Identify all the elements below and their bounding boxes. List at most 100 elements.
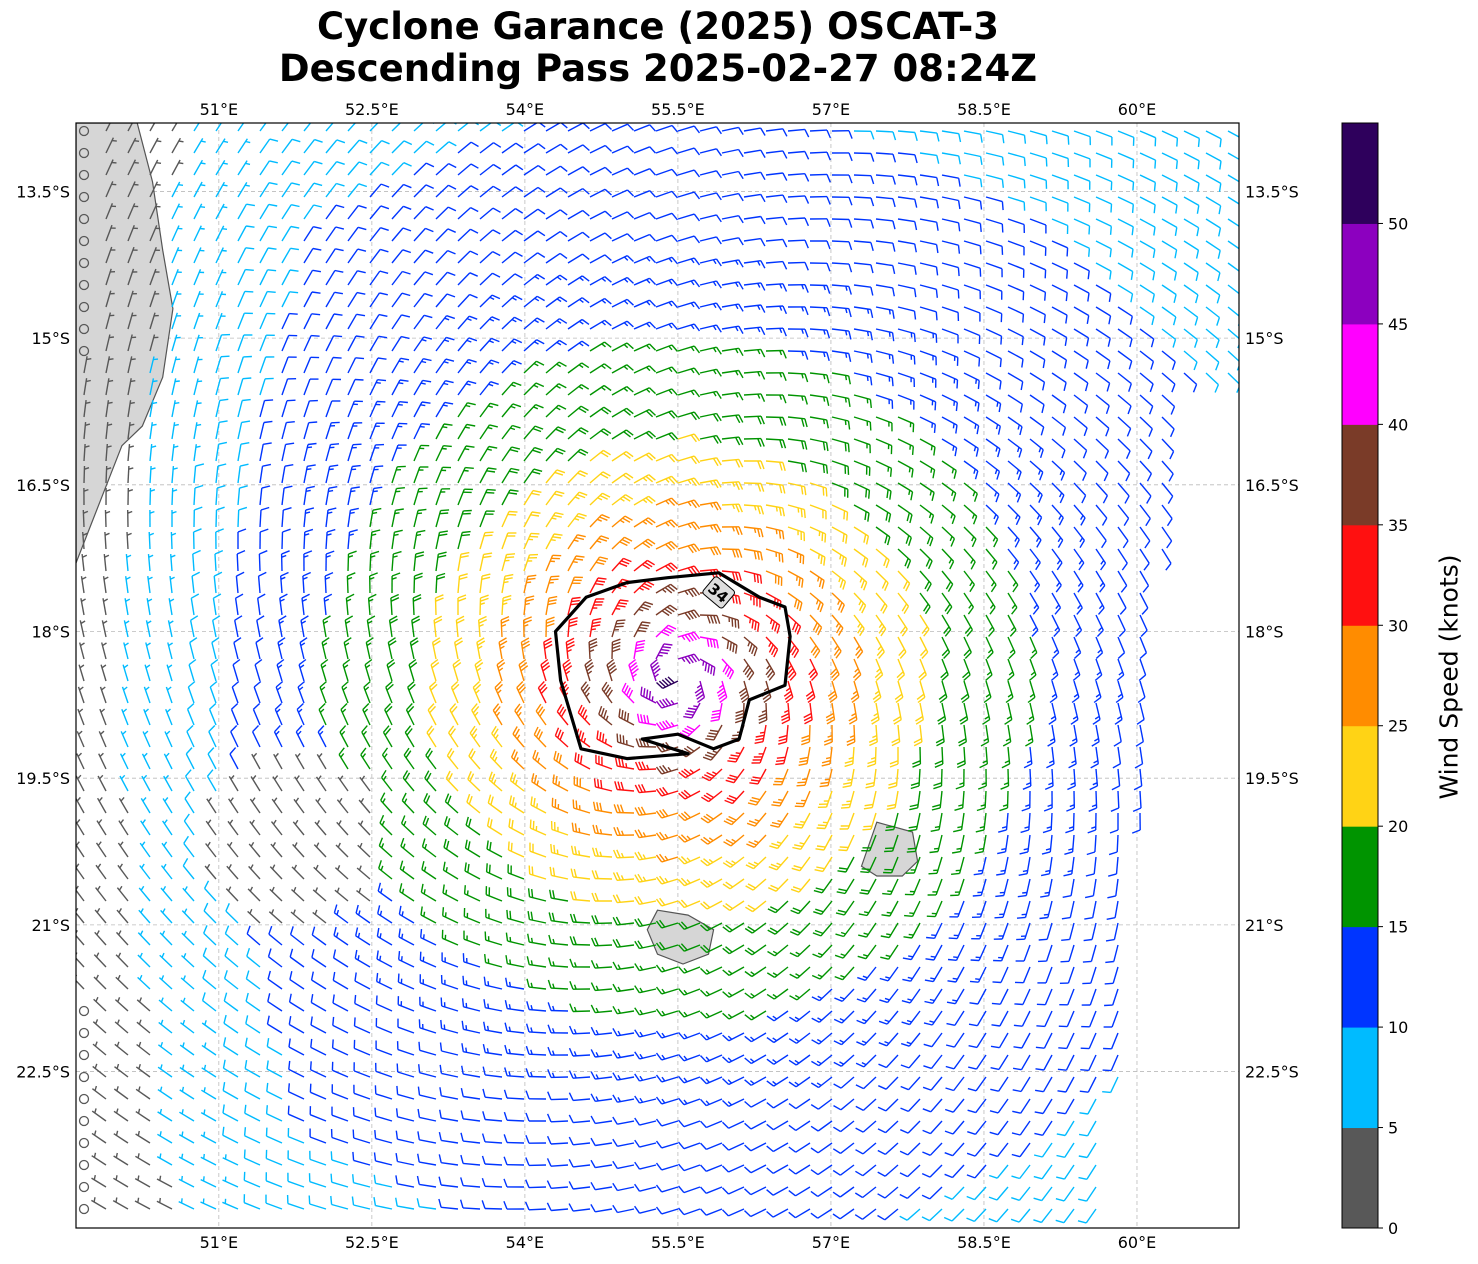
barb-staff (611, 189, 628, 198)
barb-feather (1086, 315, 1090, 325)
barb-feather-half (587, 670, 593, 675)
wind-barb (633, 408, 656, 418)
wind-barb (1116, 658, 1125, 682)
barb-feather (848, 263, 853, 273)
barb-staff (189, 642, 195, 660)
barb-feather (306, 485, 315, 489)
barb-feather (1217, 272, 1221, 282)
barb-feather (839, 579, 844, 588)
barb-feather (529, 535, 539, 538)
calm-circle (78, 345, 90, 357)
wind-barb (1007, 240, 1025, 256)
barb-feather (476, 637, 485, 643)
barb-feather (585, 662, 594, 669)
barb-feather (829, 668, 837, 676)
barb-feather-half (526, 581, 532, 584)
barb-feather (856, 651, 864, 659)
barb-feather (804, 262, 809, 271)
barb-feather (299, 637, 308, 644)
barb-feather (311, 291, 321, 294)
wind-barb (699, 390, 722, 399)
barb-feather (995, 493, 1000, 503)
barb-feather (603, 363, 612, 370)
barb-feather-half (487, 426, 493, 430)
barb-staff (1139, 504, 1151, 519)
wind-barb (1007, 350, 1024, 368)
barb-feather (628, 658, 637, 666)
barb-feather-half (398, 382, 404, 385)
barb-feather (354, 378, 364, 381)
barb-feather-half (489, 340, 494, 344)
wind-barb (347, 270, 366, 286)
barb-staff (258, 553, 261, 572)
barb-feather (387, 637, 396, 643)
barb-feather-half (991, 559, 996, 565)
wind-barb (523, 511, 541, 528)
wind-barb (894, 680, 904, 703)
barb-feather-half (169, 576, 175, 580)
wind-barb (391, 162, 412, 176)
wind-barb (677, 389, 701, 398)
barb-feather (921, 626, 928, 634)
barb-feather (467, 402, 476, 406)
wind-barb (1095, 240, 1112, 258)
barb-feather (781, 716, 790, 722)
wind-barb (677, 609, 701, 621)
barb-staff (633, 146, 651, 154)
barb-feather-half (668, 257, 673, 263)
wind-barb (1029, 130, 1048, 145)
barb-feather (1045, 135, 1048, 145)
wind-barb (809, 570, 825, 589)
barb-feather (604, 210, 612, 218)
barb-feather (718, 693, 727, 700)
barb-staff (1029, 130, 1047, 137)
barb-feather (687, 655, 694, 664)
wind-barb (1139, 438, 1153, 460)
wind-barb (479, 510, 495, 528)
barb-feather (401, 292, 411, 297)
barb-feather-half (178, 184, 184, 186)
barb-feather (757, 483, 762, 492)
wind-barb (149, 444, 157, 462)
barb-staff (391, 271, 403, 286)
wind-barb (303, 160, 323, 176)
barb-feather (508, 492, 518, 495)
barb-feather-half (499, 645, 505, 650)
barb-feather-half (1099, 582, 1104, 587)
barb-feather (870, 354, 873, 363)
wind-barb (369, 123, 379, 132)
barb-staff (479, 272, 493, 286)
barb-feather (543, 640, 553, 646)
wind-barb (897, 570, 911, 592)
wind-barb (809, 151, 831, 161)
barb-feather (847, 398, 851, 408)
wind-barb (567, 318, 590, 330)
wind-barb (853, 306, 874, 319)
barb-feather (973, 493, 978, 502)
wind-barb (831, 416, 851, 430)
barb-feather (693, 213, 701, 222)
barb-staff (1183, 130, 1200, 140)
wind-barb (941, 350, 959, 366)
barb-feather (804, 129, 810, 138)
barb-staff (1139, 306, 1155, 318)
wind-barb (589, 319, 612, 330)
barb-staff (743, 237, 761, 242)
wind-barb (699, 346, 722, 355)
barb-feather (425, 227, 434, 233)
barb-staff (235, 576, 239, 594)
barb-feather-half (779, 305, 783, 311)
wind-barb (347, 123, 357, 132)
barb-feather (731, 618, 734, 627)
wind-barb (435, 423, 453, 440)
barb-staff (479, 185, 494, 198)
barb-staff (677, 235, 695, 242)
barb-staff (192, 553, 195, 572)
wind-barb (831, 526, 848, 544)
barb-staff (347, 139, 360, 154)
barb-feather (803, 716, 813, 722)
wind-barb (303, 485, 315, 506)
barb-staff (1205, 174, 1222, 185)
wind-barb (127, 312, 137, 330)
barb-staff (919, 262, 937, 268)
